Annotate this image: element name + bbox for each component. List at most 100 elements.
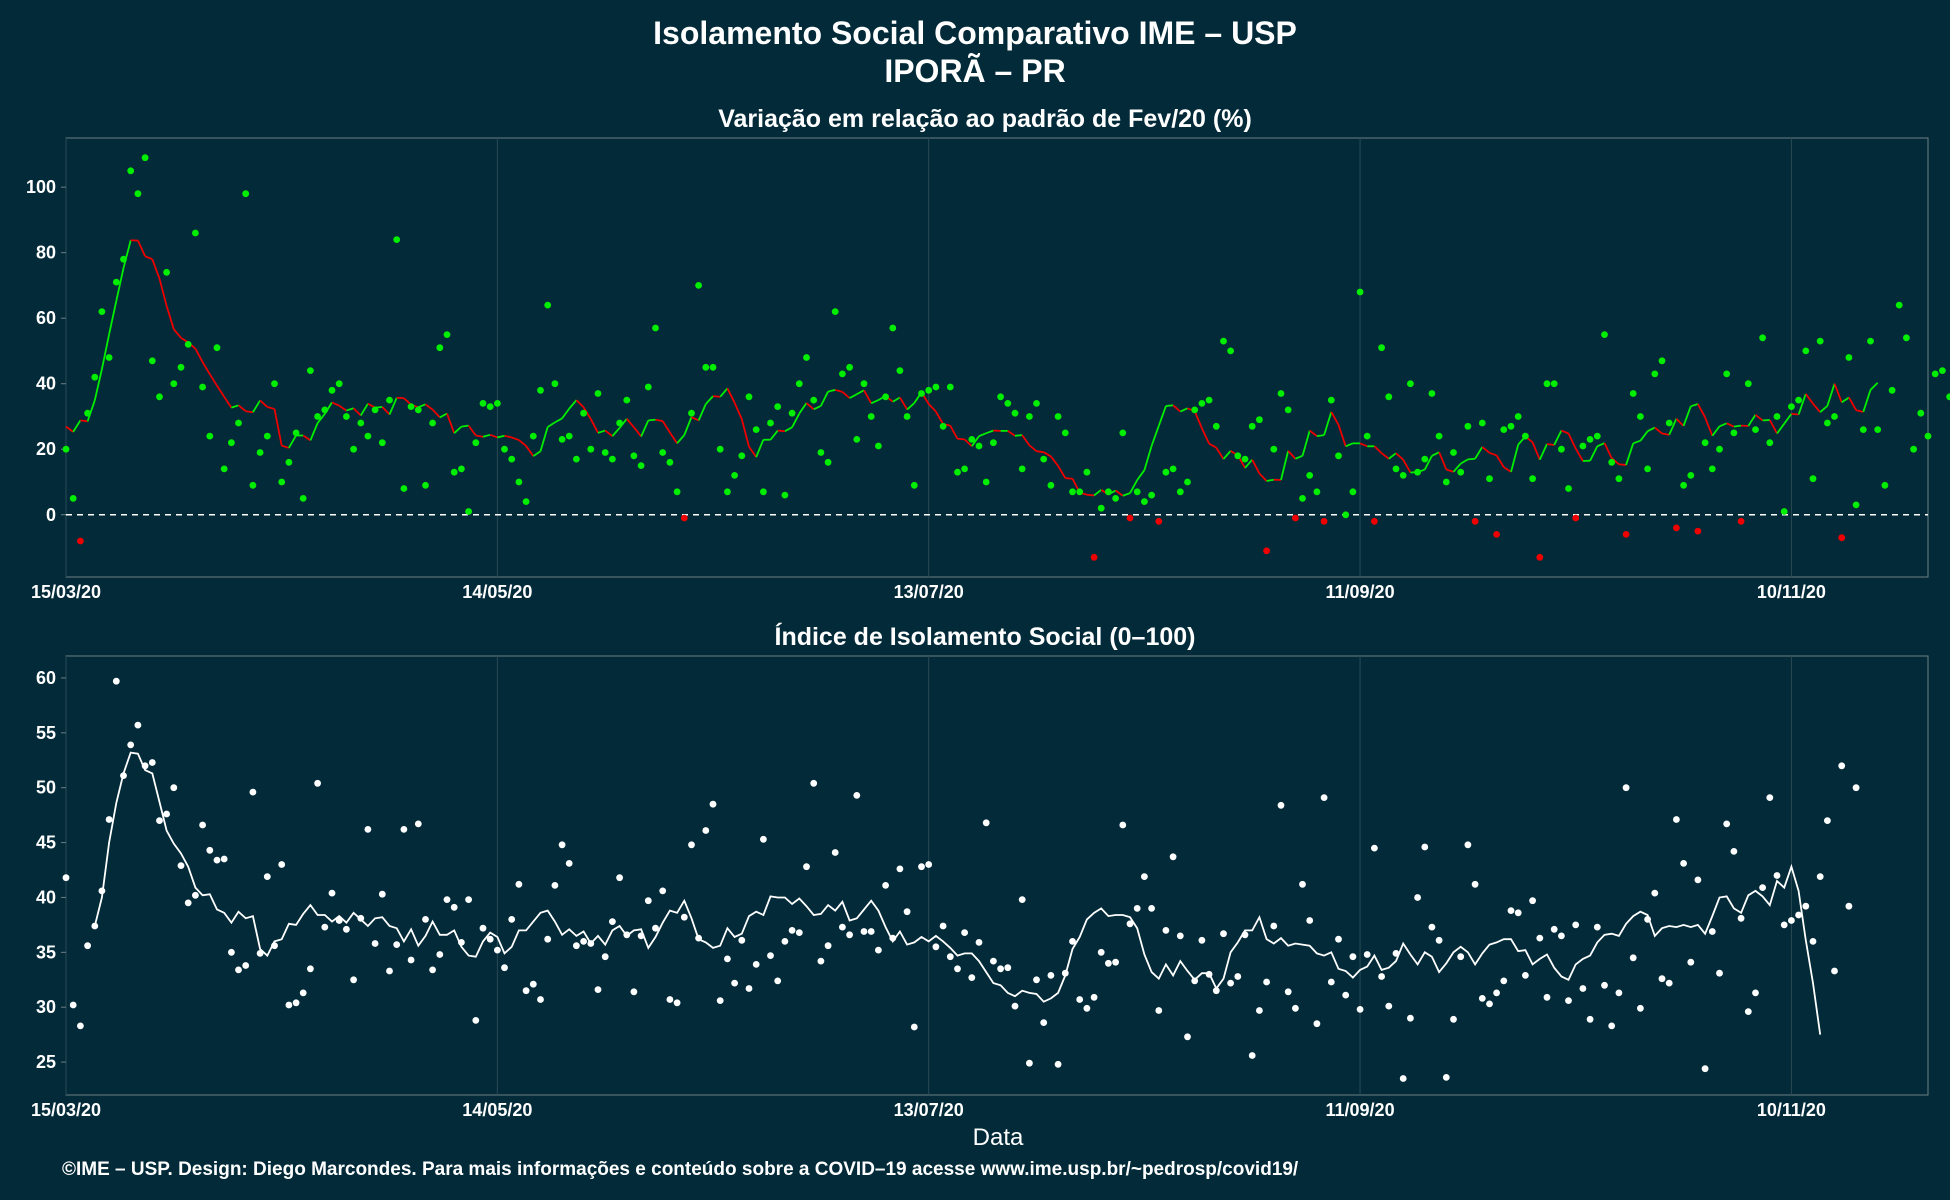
variation-trend-segment — [352, 407, 362, 417]
variation-trend-segment — [1690, 403, 1699, 408]
index-point — [1191, 977, 1199, 985]
variation-trend-segment — [1826, 383, 1836, 407]
variation-point — [127, 167, 135, 175]
index-point — [817, 957, 825, 965]
variation-trend-segment — [497, 434, 505, 439]
index-point — [429, 966, 436, 974]
variation-trend-segment — [618, 418, 628, 429]
index-point — [112, 677, 120, 685]
variation-trend-segment — [971, 435, 980, 447]
index-point — [637, 932, 645, 940]
index-point — [400, 826, 408, 833]
variation-trend-segment — [482, 433, 491, 438]
variation-y-tick-label: 60 — [36, 308, 56, 328]
index-point — [1529, 897, 1536, 905]
variation-trend-segment — [1754, 414, 1764, 422]
index-point — [601, 953, 609, 961]
index-point — [1342, 991, 1350, 999]
variation-trend-segment — [1316, 434, 1325, 438]
variation-point — [896, 367, 904, 374]
index-point — [961, 929, 968, 936]
variation-y-tick-label: 100 — [26, 177, 56, 197]
variation-trend-segment — [1841, 396, 1850, 404]
variation-point — [134, 190, 142, 198]
index-point — [1033, 976, 1040, 984]
variation-trend-segment — [1452, 463, 1462, 473]
variation-point — [803, 354, 810, 361]
index-point — [810, 779, 818, 787]
variation-point — [242, 190, 250, 198]
variation-point — [932, 383, 940, 391]
variation-point — [1543, 380, 1551, 388]
index-x-tick-label: 11/09/20 — [1326, 1100, 1395, 1120]
variation-point — [1601, 331, 1608, 338]
variation-point — [1169, 465, 1177, 473]
variation-trend-segment — [1201, 427, 1210, 445]
variation-point — [1191, 406, 1199, 414]
variation-point — [637, 462, 645, 469]
variation-trend-segment — [755, 439, 765, 458]
index-point — [278, 861, 286, 868]
variation-trend-segment — [316, 413, 326, 424]
variation-point — [299, 495, 307, 502]
index-point — [1816, 873, 1824, 880]
index-point — [422, 916, 429, 923]
variation-trend-segment — [705, 395, 714, 405]
variation-trend-segment — [338, 404, 347, 412]
index-point — [314, 779, 321, 787]
index-x-tick-label: 13/07/20 — [894, 1100, 964, 1120]
variation-trend-segment — [1726, 422, 1735, 428]
variation-trend-segment — [461, 424, 469, 428]
variation-point — [1184, 478, 1191, 486]
variation-trend-segment — [309, 422, 319, 441]
variation-point — [1838, 534, 1846, 542]
index-point — [1651, 889, 1659, 897]
variation-trend-segment — [1143, 445, 1153, 471]
variation-point — [1593, 432, 1601, 440]
index-point — [213, 856, 221, 864]
variation-point — [1687, 472, 1695, 479]
index-point — [1766, 794, 1774, 801]
variation-point — [1033, 400, 1040, 407]
variation-point — [1708, 465, 1716, 473]
index-point — [982, 819, 990, 827]
index-point — [1212, 987, 1220, 995]
variation-trend-segment — [151, 258, 161, 279]
variation-point — [659, 449, 667, 456]
variation-point — [105, 354, 113, 361]
index-point — [1752, 989, 1759, 997]
index-point — [1730, 848, 1738, 855]
variation-trend-segment — [1618, 463, 1627, 466]
variation-point — [1615, 475, 1623, 483]
variation-trend-segment — [223, 396, 233, 409]
variation-point — [1694, 527, 1702, 535]
variation-point — [1090, 553, 1098, 561]
variation-x-tick-label: 11/09/20 — [1326, 582, 1395, 602]
variation-trend-segment — [648, 418, 656, 422]
variation-trend-segment — [1014, 434, 1023, 437]
index-point — [688, 841, 695, 849]
variation-point — [1946, 393, 1950, 401]
index-point — [163, 810, 171, 818]
variation-point — [1277, 390, 1285, 397]
variation-point — [1809, 475, 1817, 483]
variation-point — [199, 383, 207, 391]
variation-point — [1859, 426, 1867, 433]
index-y-tick-label: 30 — [36, 997, 56, 1017]
index-point — [565, 860, 573, 867]
variation-trend-segment — [1510, 444, 1520, 473]
index-point — [1493, 989, 1500, 997]
index-trend-line — [93, 751, 1822, 1035]
variation-point — [1112, 495, 1119, 502]
variation-trend-segment — [906, 402, 915, 411]
variation-point — [1399, 472, 1407, 479]
index-point — [328, 889, 336, 897]
index-point — [1673, 816, 1680, 823]
variation-trend-segment — [1769, 419, 1778, 434]
index-point — [1335, 935, 1342, 943]
variation-x-tick-label: 15/03/20 — [31, 582, 101, 602]
index-point — [1004, 964, 1012, 972]
variation-trend-segment — [712, 395, 721, 398]
index-point — [1198, 936, 1206, 944]
index-point — [551, 882, 559, 889]
